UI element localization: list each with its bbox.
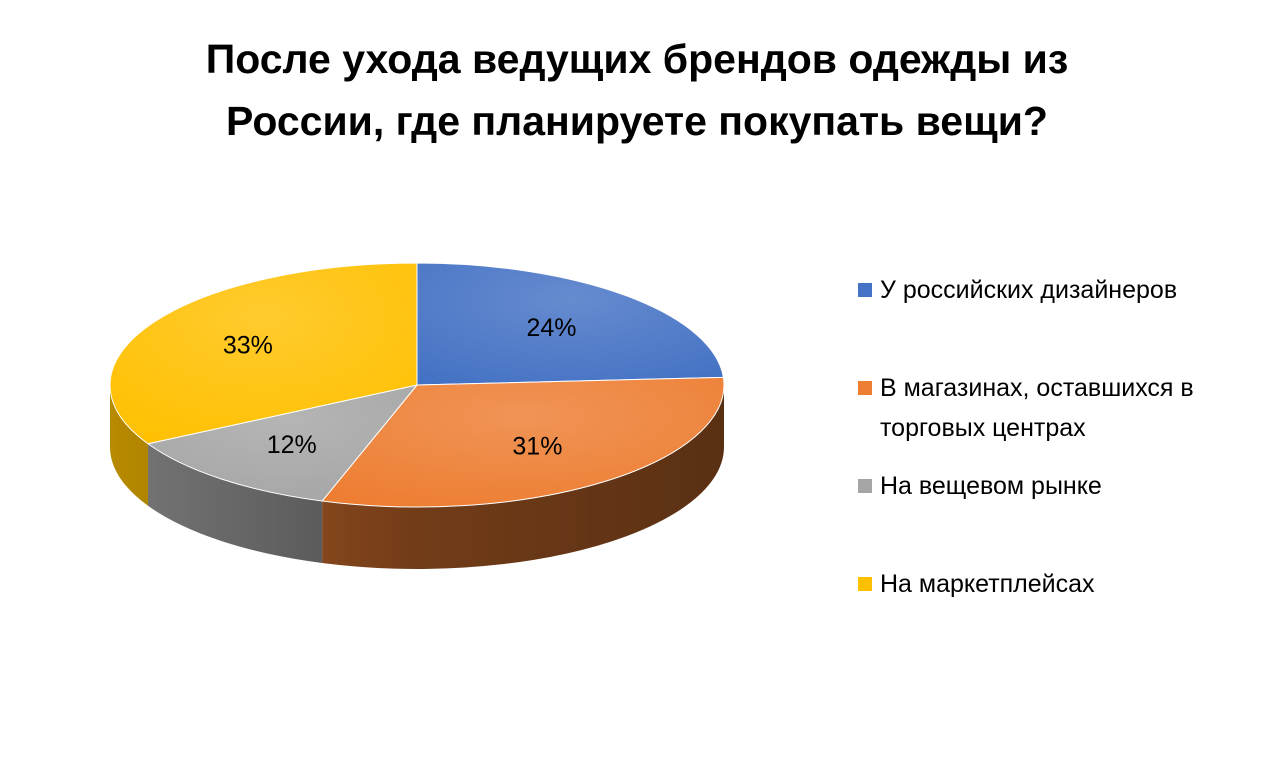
pie-label-marketplaces: 33% <box>223 331 273 359</box>
legend-label-clothing-market: На вещевом рынке <box>880 472 1102 500</box>
pie-slice-clothing-market <box>147 384 418 502</box>
legend-swatch-mall-stores <box>858 381 872 395</box>
legend-label-marketplaces: На маркетплейсах <box>880 570 1095 598</box>
legend-swatch-marketplaces <box>858 577 872 591</box>
legend-item-marketplaces: На маркетплейсах <box>858 564 1260 604</box>
legend-label-designers: У российских дизайнеров <box>880 276 1178 304</box>
legend-item-designers: У российских дизайнеров <box>858 270 1260 310</box>
pie-side-mall-stores <box>322 385 724 569</box>
pie-label-mall-stores: 31% <box>512 433 562 461</box>
chart-title-line-2: России, где планируете покупать вещи? <box>226 98 1048 144</box>
pie-data-labels: 24% 31% 12% 33% <box>223 314 577 461</box>
legend-item-clothing-market: На вещевом рынке <box>858 466 1260 506</box>
pie-label-designers: 24% <box>526 314 576 342</box>
chart-title: После ухода ведущих брендов одежды из Ро… <box>0 28 1274 152</box>
pie-side-clothing-market <box>147 443 323 564</box>
legend-label-mall-stores: В магазинах, оставшихся в торговых центр… <box>880 374 1194 442</box>
legend-swatch-clothing-market <box>858 479 872 493</box>
pie-slice-mall-stores <box>321 376 725 508</box>
pie-tops <box>109 262 725 508</box>
legend-swatch-designers <box>858 283 872 297</box>
chart-title-line-1: После ухода ведущих брендов одежды из <box>205 36 1069 82</box>
legend-item-mall-stores: В магазинах, оставшихся в торговых центр… <box>858 368 1250 448</box>
pie-slice-designers <box>416 262 724 386</box>
pie-slice-marketplaces <box>109 262 418 445</box>
pie-label-clothing-market: 12% <box>267 431 317 459</box>
